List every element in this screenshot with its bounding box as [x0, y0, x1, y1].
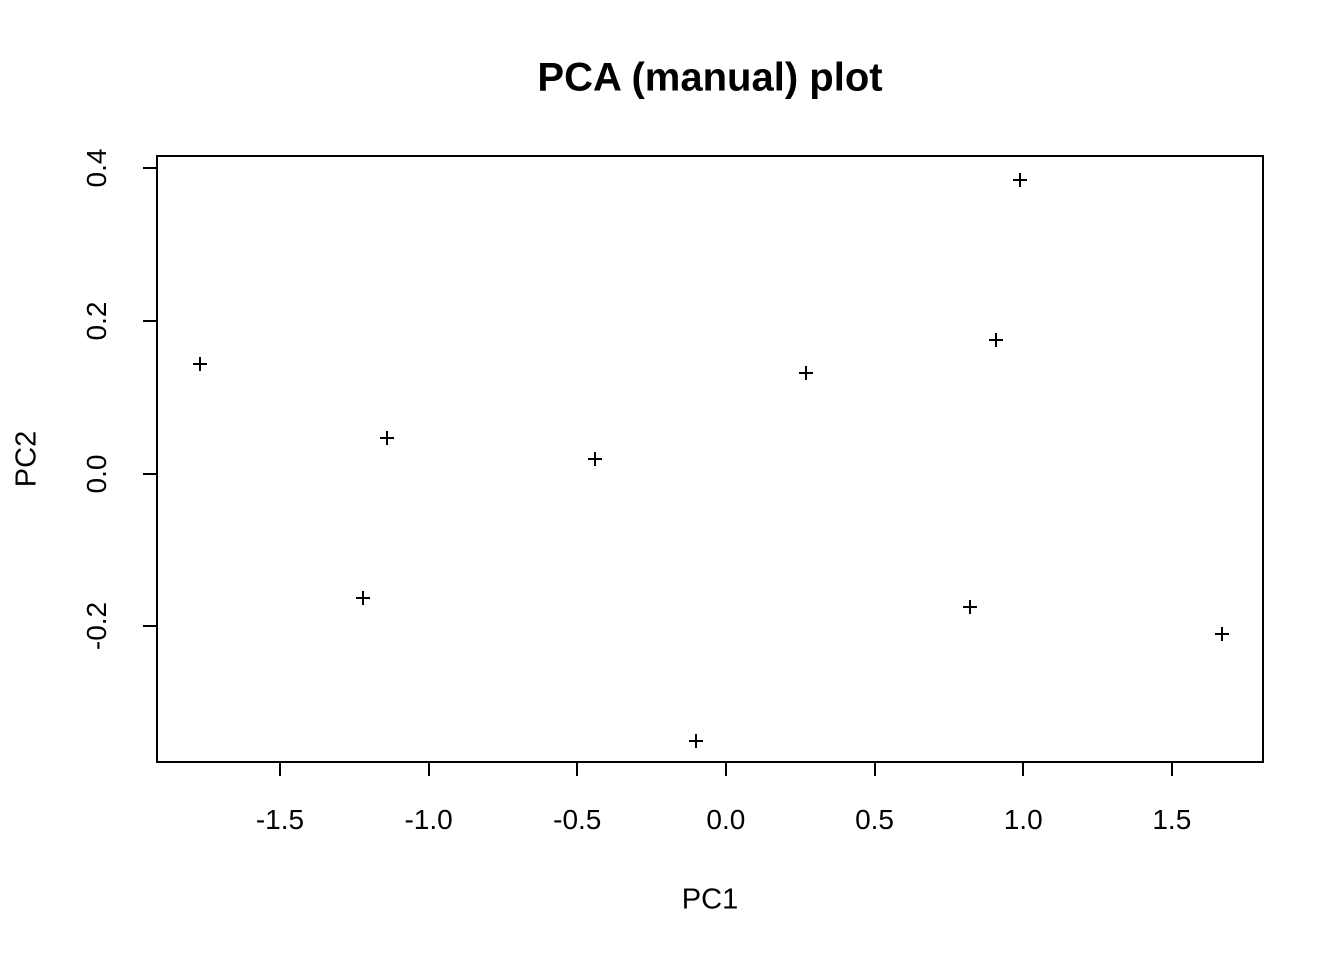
data-point-marker [689, 733, 704, 748]
y-tick-label: -0.2 [81, 602, 112, 651]
data-point-marker [989, 332, 1004, 347]
x-tick-label: 0.0 [706, 804, 746, 835]
data-point-marker [1215, 626, 1230, 641]
x-tick-mark [278, 763, 281, 776]
x-tick-mark [427, 763, 430, 776]
data-point-marker [588, 452, 603, 466]
data-point-marker [962, 600, 977, 615]
x-tick-mark [1170, 763, 1173, 776]
x-tick-mark [1022, 763, 1025, 776]
y-tick-mark [143, 166, 156, 169]
data-point-marker [1013, 173, 1028, 188]
data-point-marker [799, 366, 814, 381]
x-tick-mark [724, 763, 727, 776]
y-tick-mark [143, 319, 156, 322]
y-axis-label: PC2 [10, 430, 43, 488]
x-tick-label: -0.5 [553, 804, 602, 835]
data-point-marker [379, 430, 394, 445]
x-tick-label: -1.0 [404, 804, 453, 835]
y-tick-label: 0.2 [81, 301, 112, 341]
plot-area [156, 155, 1264, 763]
y-tick-mark [143, 472, 156, 475]
x-axis-label: PC1 [681, 883, 739, 916]
y-tick-mark [143, 625, 156, 628]
data-point-marker [356, 591, 371, 605]
data-point-marker [192, 357, 207, 372]
chart-title: PCA (manual) plot [537, 55, 883, 100]
x-tick-label: -1.5 [255, 804, 305, 835]
x-tick-label: 0.5 [855, 804, 895, 835]
x-tick-mark [576, 763, 579, 776]
x-tick-mark [873, 763, 876, 776]
x-tick-label: 1.0 [1003, 804, 1043, 835]
y-tick-label: 0.0 [81, 454, 112, 493]
y-tick-label: 0.4 [81, 148, 112, 188]
x-tick-label: 1.5 [1152, 804, 1192, 835]
